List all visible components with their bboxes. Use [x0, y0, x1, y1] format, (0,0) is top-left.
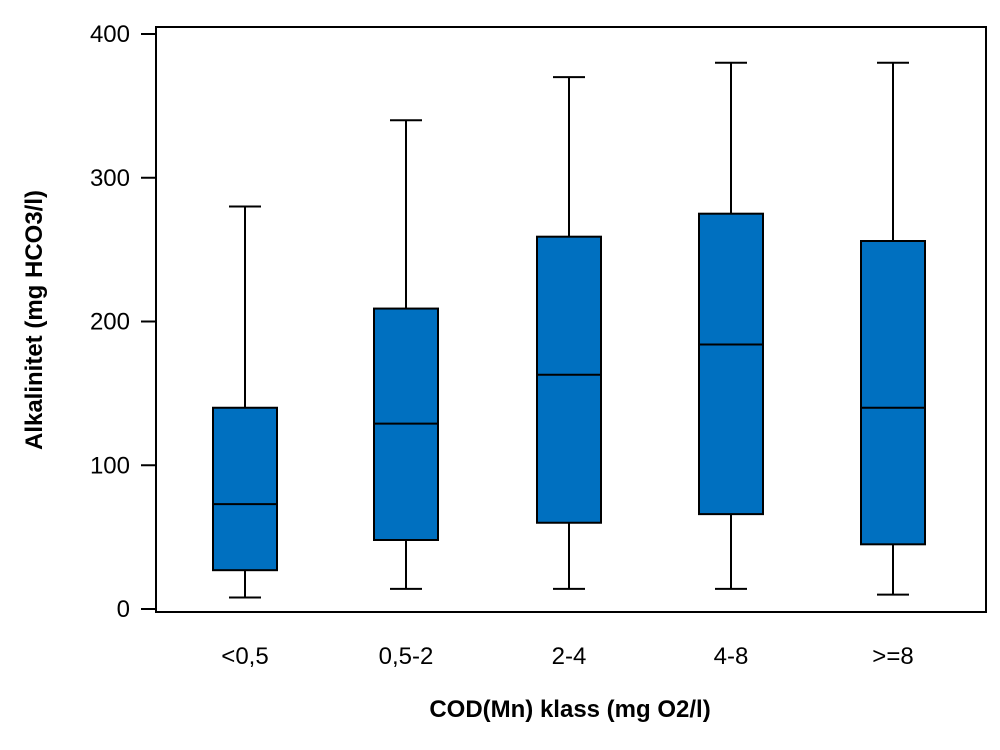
box-group: [860, 61, 926, 596]
iqr-box: [536, 235, 602, 524]
box-group: [536, 76, 602, 590]
x-tick-label: >=8: [872, 643, 913, 670]
y-axis: 0 100 200 300 400: [90, 21, 156, 623]
box-group: [373, 119, 439, 590]
y-tick-label: 100: [90, 452, 130, 479]
y-tick-label: 300: [90, 165, 130, 192]
x-axis: <0,5 0,5-2 2-4 4-8 >=8: [221, 643, 913, 670]
x-axis-title: COD(Mn) klass (mg O2/l): [429, 696, 710, 723]
iqr-box: [212, 406, 278, 572]
boxes-group: [212, 61, 926, 599]
plot-frame: [155, 26, 987, 613]
iqr-box: [698, 212, 764, 516]
x-tick-label: 2-4: [552, 643, 587, 670]
y-axis-title: Alkalinitet (mg HCO3/l): [21, 190, 48, 450]
x-tick-label: 0,5-2: [379, 643, 434, 670]
x-tick-label: <0,5: [221, 643, 268, 670]
box-group: [212, 205, 278, 599]
x-tick-label: 4-8: [714, 643, 749, 670]
iqr-box: [860, 240, 926, 546]
y-tick-label: 200: [90, 309, 130, 336]
y-tick-label: 400: [90, 21, 130, 48]
box-group: [698, 61, 764, 590]
y-tick-label: 0: [117, 596, 130, 623]
